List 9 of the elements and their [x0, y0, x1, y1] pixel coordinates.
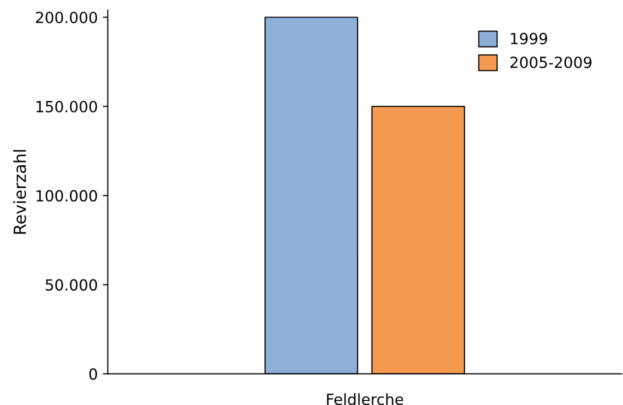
- y-tick-label: 150.000: [36, 100, 98, 112]
- y-tick-label: 0: [89, 368, 98, 380]
- y-tick-label: 100.000: [36, 190, 98, 202]
- y-tick-label: 200.000: [36, 12, 98, 24]
- y-axis-title: Revierzahl: [13, 150, 26, 234]
- y-tick-label: 50.000: [46, 279, 98, 291]
- x-tick-label: Feldlerche: [327, 393, 404, 405]
- legend-label: 2005-2009: [510, 56, 592, 68]
- legend-label: 1999: [510, 32, 548, 44]
